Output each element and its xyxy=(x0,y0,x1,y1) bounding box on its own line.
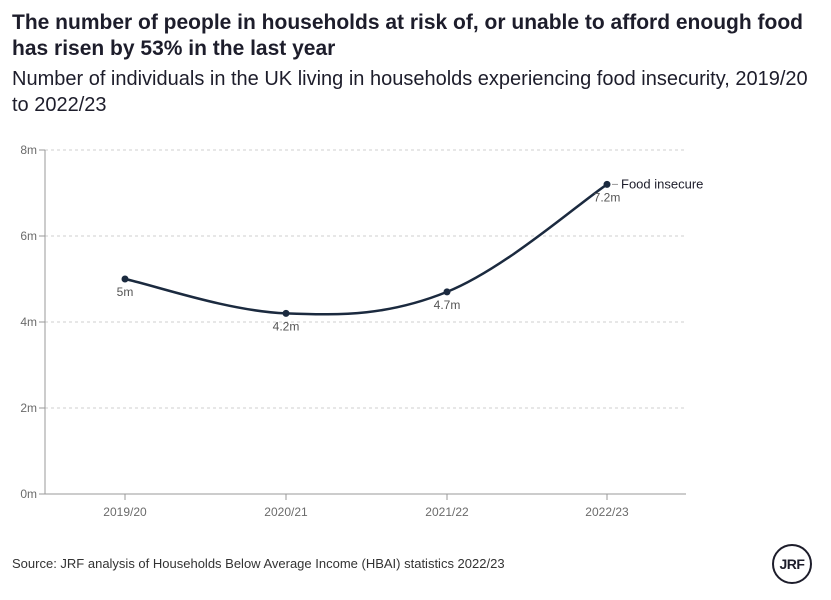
jrf-logo: JRF xyxy=(772,544,812,584)
x-tick-label: 2019/20 xyxy=(103,505,147,519)
y-tick-label: 6m xyxy=(20,229,37,243)
data-point xyxy=(121,275,129,283)
x-tick-label: 2022/23 xyxy=(585,505,629,519)
x-tick-label: 2021/22 xyxy=(425,505,469,519)
data-label: 5m xyxy=(117,285,134,299)
line-chart: 0m 2m 4m 6m 8m 2019/20 2020/21 2021/22 2022/23 5… xyxy=(20,143,704,519)
gridlines xyxy=(45,149,686,495)
y-tick-label: 0m xyxy=(20,487,37,501)
axes: 0m 2m 4m 6m 8m 2019/20 2020/21 2021/22 2022/23 xyxy=(20,143,686,519)
data-point xyxy=(603,180,611,188)
source-note: Source: JRF analysis of Households Below… xyxy=(12,556,505,571)
y-tick-label: 8m xyxy=(20,143,37,157)
data-label: 4.2m xyxy=(273,319,300,333)
series-line-food-insecure xyxy=(124,183,608,316)
data-point xyxy=(443,288,451,296)
series-name-label: Food insecure xyxy=(621,176,703,191)
data-point xyxy=(282,309,290,317)
y-tick-label: 2m xyxy=(20,401,37,415)
chart-title: The number of people in households at ri… xyxy=(12,11,803,60)
data-label: 4.7m xyxy=(434,298,461,312)
y-tick-label: 4m xyxy=(20,315,37,329)
series-lines xyxy=(124,183,608,316)
data-label: 7.2m xyxy=(594,190,621,204)
x-tick-label: 2020/21 xyxy=(264,505,308,519)
chart-subtitle: Number of individuals in the UK living i… xyxy=(12,68,808,116)
